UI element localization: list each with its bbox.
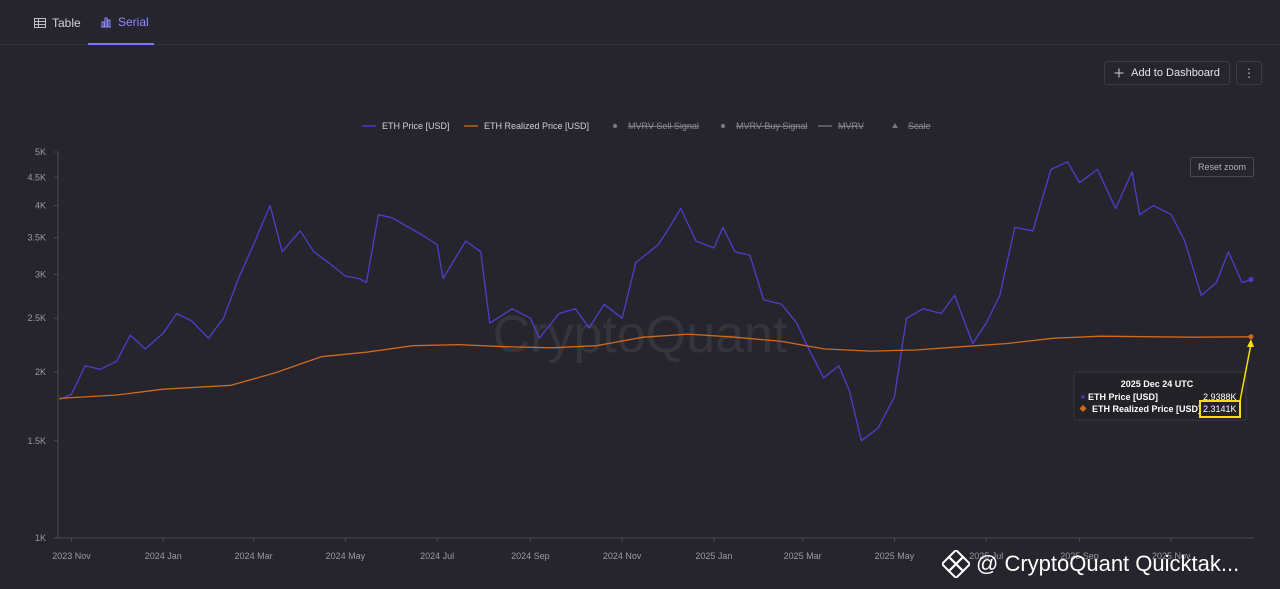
footer-watermark: @ CryptoQuant Quicktak...: [942, 548, 1239, 580]
footer-watermark-text: @ CryptoQuant Quicktak...: [976, 551, 1240, 576]
axes: 5K 4.5K 4K 3.5K 3K 2.5K 2K 1.5K 1K 2023 Nov 2024 J…: [27, 147, 1254, 561]
legend-swatch: [892, 123, 898, 128]
legend-item[interactable]: ETH Realized Price [USD]: [464, 121, 589, 131]
legend: ETH Price [USD] ETH Realized Price [USD] M…: [362, 121, 931, 131]
tooltip-price-value: 2.9388K: [1203, 392, 1237, 402]
highlight-arrow: [1239, 343, 1252, 402]
tooltip-date: 2025 Dec 24 UTC: [1121, 379, 1194, 389]
x-tick-label: 2025 Nov: [1152, 551, 1191, 561]
y-tick-label: 1.5K: [27, 436, 46, 446]
y-tick-label: 2.5K: [27, 313, 46, 323]
legend-label: MVRV: [838, 121, 864, 131]
tooltip-price-marker: [1081, 395, 1085, 399]
tab-serial-label: Serial: [118, 14, 149, 29]
highlight-arrow-head: [1247, 339, 1254, 347]
bar-chart-icon: [101, 17, 111, 27]
x-tick-label: 2024 Jan: [145, 551, 182, 561]
x-tick-label: 2023 Nov: [52, 551, 91, 561]
y-tick-label: 1K: [35, 533, 46, 543]
y-tick-label: 2K: [35, 367, 46, 377]
y-tick-label: 4K: [35, 201, 46, 211]
legend-label: ETH Realized Price [USD]: [484, 121, 589, 131]
price-end-marker: [1248, 276, 1254, 282]
series-layer: [59, 161, 1254, 442]
tooltip: 2025 Dec 24 UTC ETH Price [USD] 2.9388K …: [1073, 339, 1254, 421]
legend-label: MVRV Sell Signal: [628, 121, 699, 131]
view-tabbar: Table Serial: [0, 0, 1280, 45]
tooltip-realized-label: ETH Realized Price [USD]: [1092, 404, 1201, 414]
legend-label: ETH Price [USD]: [382, 121, 450, 131]
x-tick-label: 2025 Jul: [969, 551, 1003, 561]
legend-item[interactable]: Scale: [892, 121, 931, 131]
add-to-dashboard-label: Add to Dashboard: [1131, 67, 1220, 79]
x-tick-label: 2024 Sep: [511, 551, 550, 561]
x-tick-label: 2025 Jan: [695, 551, 732, 561]
table-icon: [34, 17, 46, 28]
x-tick-label: 2025 May: [875, 551, 915, 561]
plus-icon: [1114, 68, 1124, 78]
kebab-icon: ⋮: [1243, 66, 1255, 80]
legend-swatch: [612, 123, 618, 129]
chart-watermark: CryptoQuant: [493, 306, 788, 364]
tab-table[interactable]: Table: [34, 0, 81, 45]
x-tick-label: 2024 Jul: [420, 551, 454, 561]
y-tick-label: 5K: [35, 147, 46, 157]
legend-item[interactable]: ETH Price [USD]: [362, 121, 450, 131]
legend-label: MVRV Buy Signal: [736, 121, 807, 131]
x-tick-label: 2025 Sep: [1060, 551, 1099, 561]
cryptoquant-logo-icon: [942, 550, 970, 578]
legend-item[interactable]: MVRV: [818, 121, 864, 131]
realized-price-end-marker: [1248, 334, 1254, 340]
legend-item[interactable]: MVRV Sell Signal: [612, 121, 699, 131]
x-tick-label: 2024 Mar: [235, 551, 273, 561]
add-to-dashboard-button[interactable]: Add to Dashboard: [1104, 61, 1230, 85]
reset-zoom-button[interactable]: Reset zoom: [1190, 157, 1254, 177]
legend-label: Scale: [908, 121, 931, 131]
y-tick-label: 4.5K: [27, 172, 46, 182]
x-tick-label: 2024 Nov: [603, 551, 642, 561]
y-tick-label: 3K: [35, 270, 46, 280]
tooltip-price-label: ETH Price [USD]: [1088, 392, 1158, 402]
eth-realized-price-line: [59, 333, 1252, 400]
legend-item[interactable]: MVRV Buy Signal: [720, 121, 808, 131]
x-tick-label: 2024 May: [326, 551, 366, 561]
tab-table-label: Table: [52, 15, 81, 30]
legend-swatch: [720, 123, 726, 129]
x-tick-label: 2025 Mar: [784, 551, 822, 561]
more-options-button[interactable]: ⋮: [1236, 61, 1262, 85]
tab-serial[interactable]: Serial: [88, 0, 154, 45]
tooltip-box: [1073, 371, 1247, 421]
highlight-box: [1199, 400, 1241, 418]
eth-price-line: [59, 161, 1252, 442]
tooltip-realized-value: 2.3141K: [1203, 404, 1237, 414]
y-tick-label: 3.5K: [27, 233, 46, 243]
